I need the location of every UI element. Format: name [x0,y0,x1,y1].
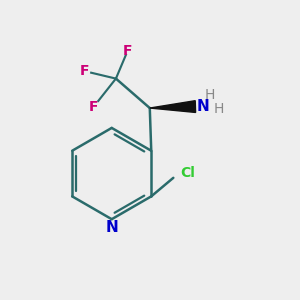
Text: Cl: Cl [180,166,195,180]
Text: F: F [80,64,90,78]
Text: F: F [89,100,99,114]
Text: H: H [214,102,224,116]
Polygon shape [150,101,196,112]
Text: N: N [105,220,118,235]
Text: N: N [196,99,209,114]
Text: F: F [123,44,132,58]
Text: H: H [205,88,215,102]
